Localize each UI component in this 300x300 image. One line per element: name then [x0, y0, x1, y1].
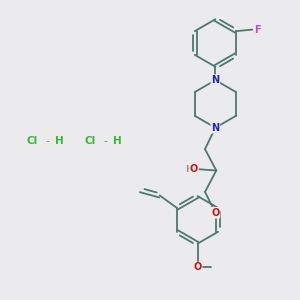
Text: Cl: Cl	[27, 136, 38, 146]
Text: -: -	[103, 136, 107, 146]
Text: N: N	[211, 123, 220, 133]
Text: O: O	[194, 262, 202, 272]
Text: N: N	[211, 75, 220, 85]
Text: F: F	[254, 25, 261, 34]
Text: O: O	[190, 164, 198, 174]
Text: H: H	[113, 136, 122, 146]
Text: -: -	[46, 136, 50, 146]
Text: Cl: Cl	[85, 136, 96, 146]
Text: O: O	[211, 208, 220, 218]
Text: H: H	[55, 136, 64, 146]
Text: H: H	[185, 164, 193, 173]
